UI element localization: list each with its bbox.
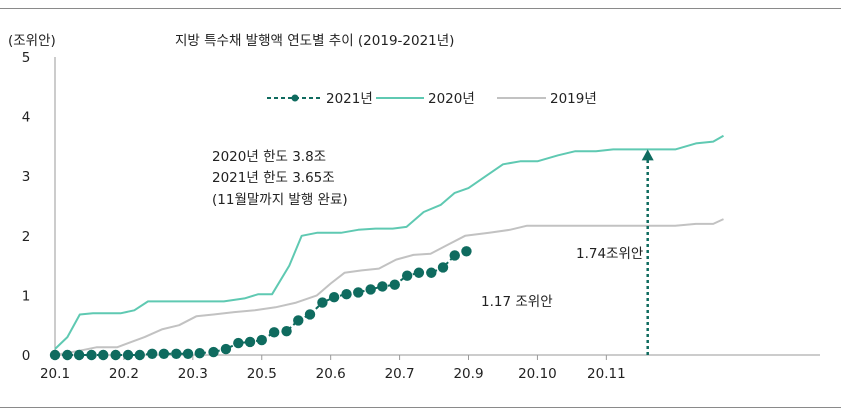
data-point-2021	[401, 270, 413, 281]
data-point-2021	[110, 349, 121, 361]
series-lines	[54, 134, 724, 356]
x-tick-label: 20.10	[518, 366, 557, 382]
x-tick-label: 20.11	[587, 366, 626, 382]
x-tick-label: 20.9	[453, 366, 483, 382]
legend-label-2019: 2019년	[550, 91, 597, 107]
data-point-2021	[256, 334, 267, 346]
limit-annotation: 2020년 한도 3.8조 2021년 한도 3.65조 (11월말까지 발행 …	[212, 149, 348, 208]
data-point-2021	[449, 250, 460, 261]
chart-title: 지방 특수채 발행액 연도별 추이 (2019-2021년)	[175, 33, 454, 49]
data-point-2021	[244, 336, 256, 348]
x-tick-label: 20.7	[385, 366, 415, 382]
data-point-2021	[389, 279, 400, 290]
x-tick-label: 20.2	[109, 366, 139, 382]
series-2021-markers	[49, 246, 472, 361]
x-tick-label: 20.5	[247, 366, 277, 382]
annotation-2020-limit: 2020년 한도 3.8조	[212, 149, 326, 165]
legend-label-2020: 2020년	[428, 91, 475, 107]
data-point-2021	[293, 315, 304, 326]
data-point-2021	[328, 291, 340, 303]
data-point-2021	[341, 289, 352, 300]
data-point-2021	[437, 262, 449, 273]
data-point-2021	[158, 348, 170, 360]
data-point-2021	[98, 349, 109, 361]
data-point-2021	[426, 267, 437, 278]
series-line-2020	[54, 134, 724, 350]
data-point-2021	[122, 349, 134, 361]
y-tick-label: 3	[22, 169, 31, 185]
data-point-2021	[413, 267, 425, 278]
data-point-2021	[73, 349, 85, 361]
y-tick-label: 2	[22, 229, 31, 245]
data-point-2021	[377, 281, 388, 292]
y-tick-label: 4	[22, 110, 31, 126]
data-point-2021	[220, 343, 232, 355]
data-point-2021	[304, 309, 316, 320]
data-point-2021	[461, 246, 472, 257]
data-point-2021	[182, 348, 194, 360]
y-tick-label: 0	[22, 348, 31, 364]
data-point-2021	[208, 346, 219, 358]
x-tick-label: 20.3	[178, 366, 208, 382]
annotation-completion-note: (11월말까지 발행 완료)	[212, 192, 348, 208]
x-axis-ticks: 20.1 20.2 20.3 20.5 20.6 20.7 20.9 20.10 20.11	[40, 355, 626, 382]
legend-label-2021: 2021년	[326, 91, 373, 107]
data-point-2021	[317, 297, 328, 308]
data-point-2021	[353, 287, 364, 298]
data-point-2021	[171, 348, 182, 360]
data-point-2021	[134, 349, 145, 361]
x-tick-label: 20.1	[40, 366, 70, 382]
data-point-2021	[233, 337, 244, 349]
legend-marker-2021	[291, 94, 299, 102]
axes	[54, 57, 820, 356]
arrow-head	[641, 149, 654, 161]
y-tick-label: 5	[22, 50, 31, 66]
y-tick-label: 1	[22, 288, 31, 304]
y-axis-unit-label: (조위안)	[8, 33, 56, 49]
top-rule	[0, 8, 841, 9]
data-point-2021	[365, 284, 376, 295]
label-1-74: 1.74조위안	[576, 246, 643, 262]
data-point-2021	[281, 325, 292, 337]
data-point-2021	[49, 349, 61, 361]
data-point-2021	[86, 349, 97, 361]
data-point-2021	[268, 327, 280, 338]
series-line-2019	[54, 218, 724, 356]
data-point-2021	[62, 349, 73, 361]
x-tick-label: 20.6	[316, 366, 346, 382]
label-1-17: 1.17 조위안	[481, 294, 553, 310]
y-axis-ticks: 0 1 2 3 4 5	[22, 50, 31, 364]
chart-legend: 2021년 2020년 2019년	[267, 91, 597, 107]
data-point-2021	[194, 348, 205, 359]
bottom-rule	[0, 407, 841, 408]
limit-arrow	[641, 149, 654, 355]
annotation-2021-limit: 2021년 한도 3.65조	[212, 170, 335, 186]
data-point-2021	[146, 348, 158, 360]
